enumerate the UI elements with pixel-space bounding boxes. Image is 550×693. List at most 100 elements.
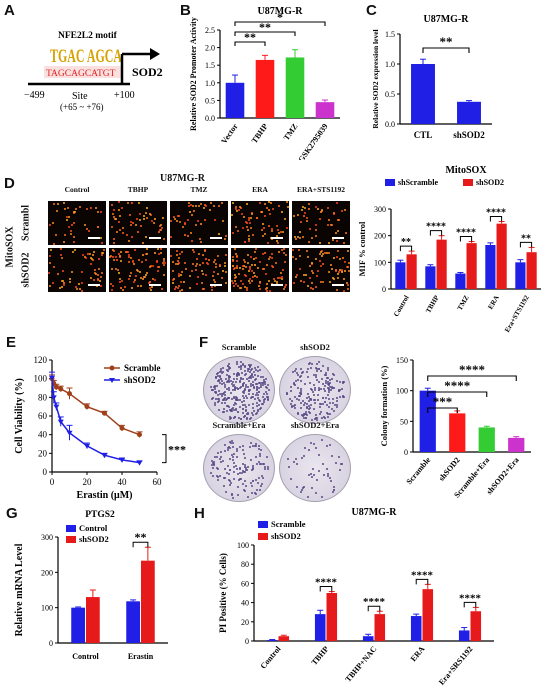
panel-g: G 0 100 200 300 Relative mRNA Level PTGS2 Cont…	[0, 505, 180, 693]
chart-title: U87MG-R	[424, 14, 470, 25]
y-tick-label: 40	[38, 430, 48, 440]
panel-e: E 0 20 40 60 80 100 120 Cell Viability (%) 0 20 40…	[0, 332, 195, 502]
y-tick-label: 80	[38, 392, 48, 402]
y-tick-label: 0.0	[205, 114, 215, 123]
panel-d: D U87MG-R Control TBHP TMZ ERA ERA+STS1192 Sc…	[0, 163, 550, 333]
bar-shscramble	[515, 262, 526, 289]
bar-shsod2	[466, 243, 477, 289]
x-tick-label: Control	[72, 652, 99, 661]
x-tick-label: Erastin	[128, 652, 154, 661]
microscopy-image	[292, 201, 350, 245]
significance-bracket	[415, 578, 429, 585]
x-tick-label: Control	[259, 644, 283, 671]
data-point	[50, 395, 57, 401]
bar	[478, 427, 495, 452]
y-axis-label: MIF % control	[357, 221, 367, 276]
microscopy-image	[109, 201, 167, 245]
data-point	[67, 391, 72, 397]
bar-shsod2	[436, 239, 447, 289]
sod2-expression-chart: 0.0 0.5 1.0 1.5 Relative SOD2 expression lev…	[371, 14, 492, 140]
significance-bracket	[427, 375, 517, 381]
x-tick-label: ERA	[486, 294, 500, 311]
significance-label: ****	[459, 362, 485, 377]
legend-marker	[109, 378, 115, 383]
micro-column-label: TMZ	[190, 185, 208, 194]
plate-label: Scramble+Era	[212, 420, 266, 430]
legend-marker	[109, 365, 115, 371]
y-tick-label: 40	[241, 599, 249, 608]
y-axis-label: PI Positive (% Cells)	[218, 553, 228, 633]
significance-bracket	[429, 230, 443, 236]
y-tick-label: 1.5	[205, 61, 215, 70]
panel-f: F Scramble shSOD2 Scramble+Era shSOD2+Era 0…	[195, 332, 550, 502]
y-tick-label: 0	[382, 285, 386, 294]
significance-label: **	[440, 34, 453, 49]
promoter-diagram: NFE2L2 motif TGAC AGCA TAGCAGCATGT SOD2 …	[24, 31, 163, 112]
micro-column-label: ERA+STS1192	[296, 185, 346, 194]
significance-label: **	[135, 530, 147, 544]
y-tick-label: 100	[237, 541, 249, 550]
y-axis-label: Relative SOD2 expression level	[371, 29, 380, 128]
significance-bracket	[234, 41, 266, 46]
bar-scramble	[458, 630, 470, 641]
bar-shsod2	[496, 223, 507, 289]
left-position: −499	[24, 90, 45, 101]
bar-shsod2	[526, 252, 537, 289]
significance-label: ****	[315, 577, 338, 589]
y-tick-label: 50	[400, 417, 408, 426]
panel-letter: E	[6, 334, 17, 351]
legend-label: shSOD2	[124, 375, 156, 385]
legend-label: shSOD2	[79, 534, 109, 544]
bar-shscramble	[395, 262, 406, 289]
site-range: (+65 ~ +76)	[60, 102, 104, 112]
legend-swatch	[258, 533, 268, 540]
significance-bracket	[132, 541, 149, 548]
gene-label: SOD2	[132, 65, 163, 79]
data-point	[84, 404, 90, 410]
significance-label: ****	[456, 228, 476, 239]
bar-shsod2	[141, 560, 155, 643]
data-point	[137, 432, 142, 438]
bar-scramble	[266, 640, 278, 641]
y-tick-label: 0	[49, 639, 53, 648]
micro-column-label: Control	[64, 185, 90, 194]
bar-control	[71, 607, 85, 643]
bar-shsod2	[374, 614, 386, 641]
x-tick-label: Era+SRS1192	[437, 645, 475, 687]
micro-row-label: shSOD2	[20, 252, 32, 288]
y-tick-label: 200	[374, 232, 386, 241]
plate-label: shSOD2	[300, 342, 330, 352]
y-tick-label: 60	[38, 411, 48, 421]
x-axis-label: Erastin (μM)	[77, 490, 133, 501]
pi-positive-chart: 0 20 40 60 80 100 PI Positive (% Cells) U87MG-R…	[218, 507, 494, 687]
legend-label: Scramble	[271, 519, 306, 529]
legend-label: Control	[79, 523, 108, 533]
ptgs2-chart: 0 100 200 300 Relative mRNA Level PTGS2 Contro…	[14, 510, 168, 661]
panel-c: C 0.0 0.5 1.0 1.5 Relative SOD2 expression l…	[364, 0, 550, 160]
site-sequence: TAGCAGCATGT	[46, 69, 116, 79]
bar-scramble	[410, 616, 422, 641]
significance-label: ***	[168, 443, 186, 457]
y-tick-label: 100	[34, 374, 48, 384]
panel-a: A NFE2L2 motif TGAC AGCA TAGCAGCATGT SOD…	[0, 0, 170, 160]
legend-swatch	[463, 179, 473, 186]
bar	[411, 64, 435, 124]
y-tick-label: 0.5	[385, 90, 395, 99]
y-tick-label: 150	[396, 356, 408, 365]
y-tick-label: 0	[245, 637, 249, 646]
significance-bracket	[234, 31, 296, 36]
bar-shsod2	[326, 593, 338, 641]
data-point	[66, 430, 73, 436]
microscopy-image	[48, 248, 106, 292]
colony-plate	[203, 356, 275, 424]
data-point	[119, 457, 125, 463]
x-tick-label: CTL	[414, 130, 433, 140]
legend-swatch	[385, 179, 395, 186]
colony-plate	[279, 434, 351, 502]
x-tick-label: shSOD2	[437, 456, 462, 483]
plate-label: Scramble	[221, 342, 257, 352]
significance-label: ****	[363, 596, 386, 608]
data-point	[53, 384, 59, 390]
y-tick-label: 100	[374, 258, 386, 267]
y-tick-label: 1.5	[385, 30, 395, 39]
